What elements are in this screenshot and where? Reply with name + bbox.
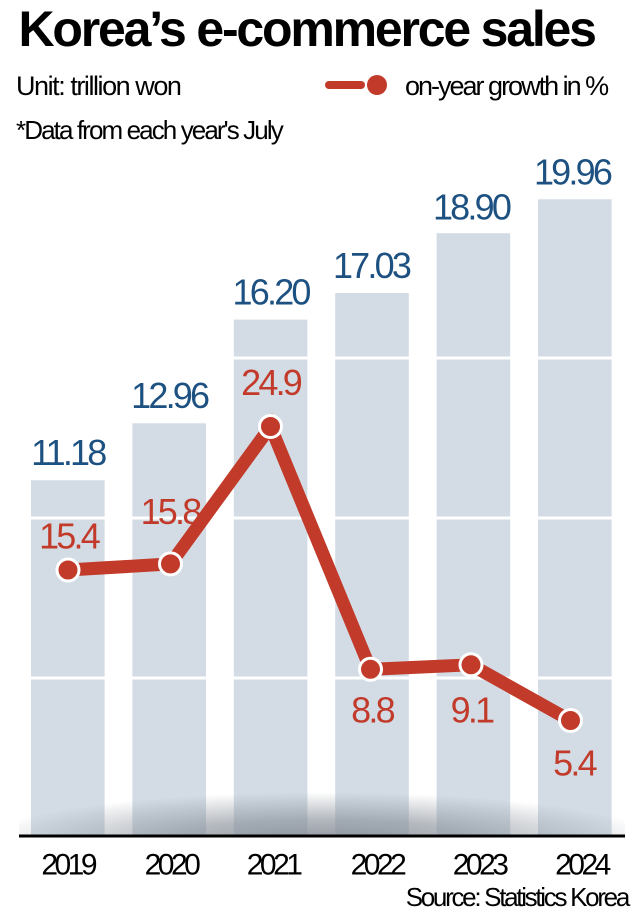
svg-text:Korea’s e-commerce sales: Korea’s e-commerce sales [19,1,596,57]
svg-text:19.96: 19.96 [534,152,612,193]
svg-text:Source: Statistics Korea: Source: Statistics Korea [406,882,631,912]
svg-text:2022: 2022 [351,848,407,881]
svg-text:2023: 2023 [453,848,509,881]
svg-text:*Data from each year's July: *Data from each year's July [16,115,284,145]
svg-text:24.9: 24.9 [241,362,302,403]
svg-text:8.8: 8.8 [351,690,394,731]
svg-text:16.20: 16.20 [233,272,311,313]
svg-text:2021: 2021 [247,848,303,881]
svg-text:11.18: 11.18 [31,432,106,473]
svg-text:17.03: 17.03 [333,245,411,286]
svg-text:2024: 2024 [555,848,611,881]
svg-text:9.1: 9.1 [451,690,494,731]
svg-text:18.90: 18.90 [433,187,511,228]
svg-text:5.4: 5.4 [553,743,596,784]
svg-text:15.8: 15.8 [141,491,202,532]
svg-text:2019: 2019 [41,848,97,881]
svg-text:15.4: 15.4 [39,516,100,557]
svg-text:Unit: trillion won: Unit: trillion won [16,71,181,101]
svg-text:on-year growth in %: on-year growth in % [405,71,609,101]
svg-text:2020: 2020 [145,848,201,881]
svg-text:12.96: 12.96 [131,375,209,416]
